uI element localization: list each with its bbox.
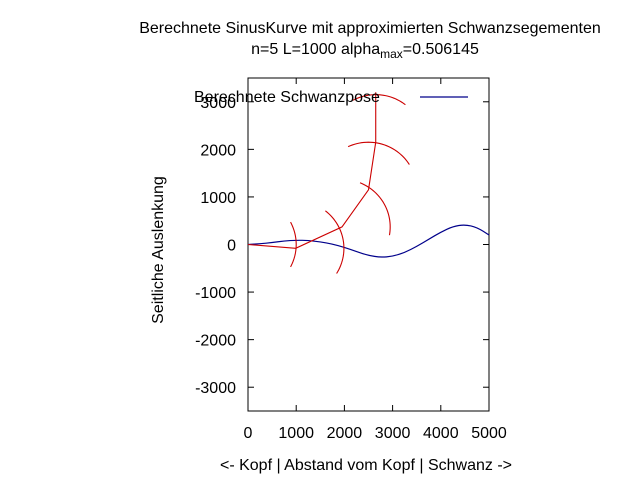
x-tick-label: 3000 bbox=[375, 425, 411, 442]
segments-line bbox=[247, 92, 377, 249]
x-tick-label: 4000 bbox=[423, 425, 459, 442]
y-tick-label: -3000 bbox=[195, 380, 236, 397]
y-tick-label: 3000 bbox=[200, 95, 236, 112]
segment-arc bbox=[290, 221, 297, 268]
y-tick-label: -2000 bbox=[195, 333, 236, 350]
y-tick-label: -1000 bbox=[195, 285, 236, 302]
sine-curve-line bbox=[247, 224, 490, 258]
chart-subtitle: n=5 L=1000 alphamax=0.506145 bbox=[251, 41, 479, 62]
y-tick-label: 0 bbox=[227, 238, 236, 255]
segment-arc bbox=[359, 182, 391, 236]
segment-arc bbox=[347, 141, 410, 165]
chart-title: Berechnete SinusKurve mit approximierten… bbox=[139, 20, 601, 37]
x-tick-label: 0 bbox=[244, 425, 253, 442]
x-tick-label: 5000 bbox=[471, 425, 507, 442]
y-axis-label: Seitliche Auslenkung bbox=[150, 176, 167, 324]
y-tick-label: 1000 bbox=[200, 190, 236, 207]
x-tick-label: 2000 bbox=[327, 425, 363, 442]
legend-label: Berechnete Schwanzpose bbox=[194, 89, 380, 106]
x-axis-label: <- Kopf | Abstand vom Kopf | Schwanz -> bbox=[219, 457, 513, 474]
plot-frame bbox=[247, 77, 490, 412]
y-tick-label: 2000 bbox=[200, 142, 236, 159]
segment-arc bbox=[352, 94, 406, 106]
segment-arc bbox=[325, 210, 345, 274]
x-tick-label: 1000 bbox=[278, 425, 314, 442]
